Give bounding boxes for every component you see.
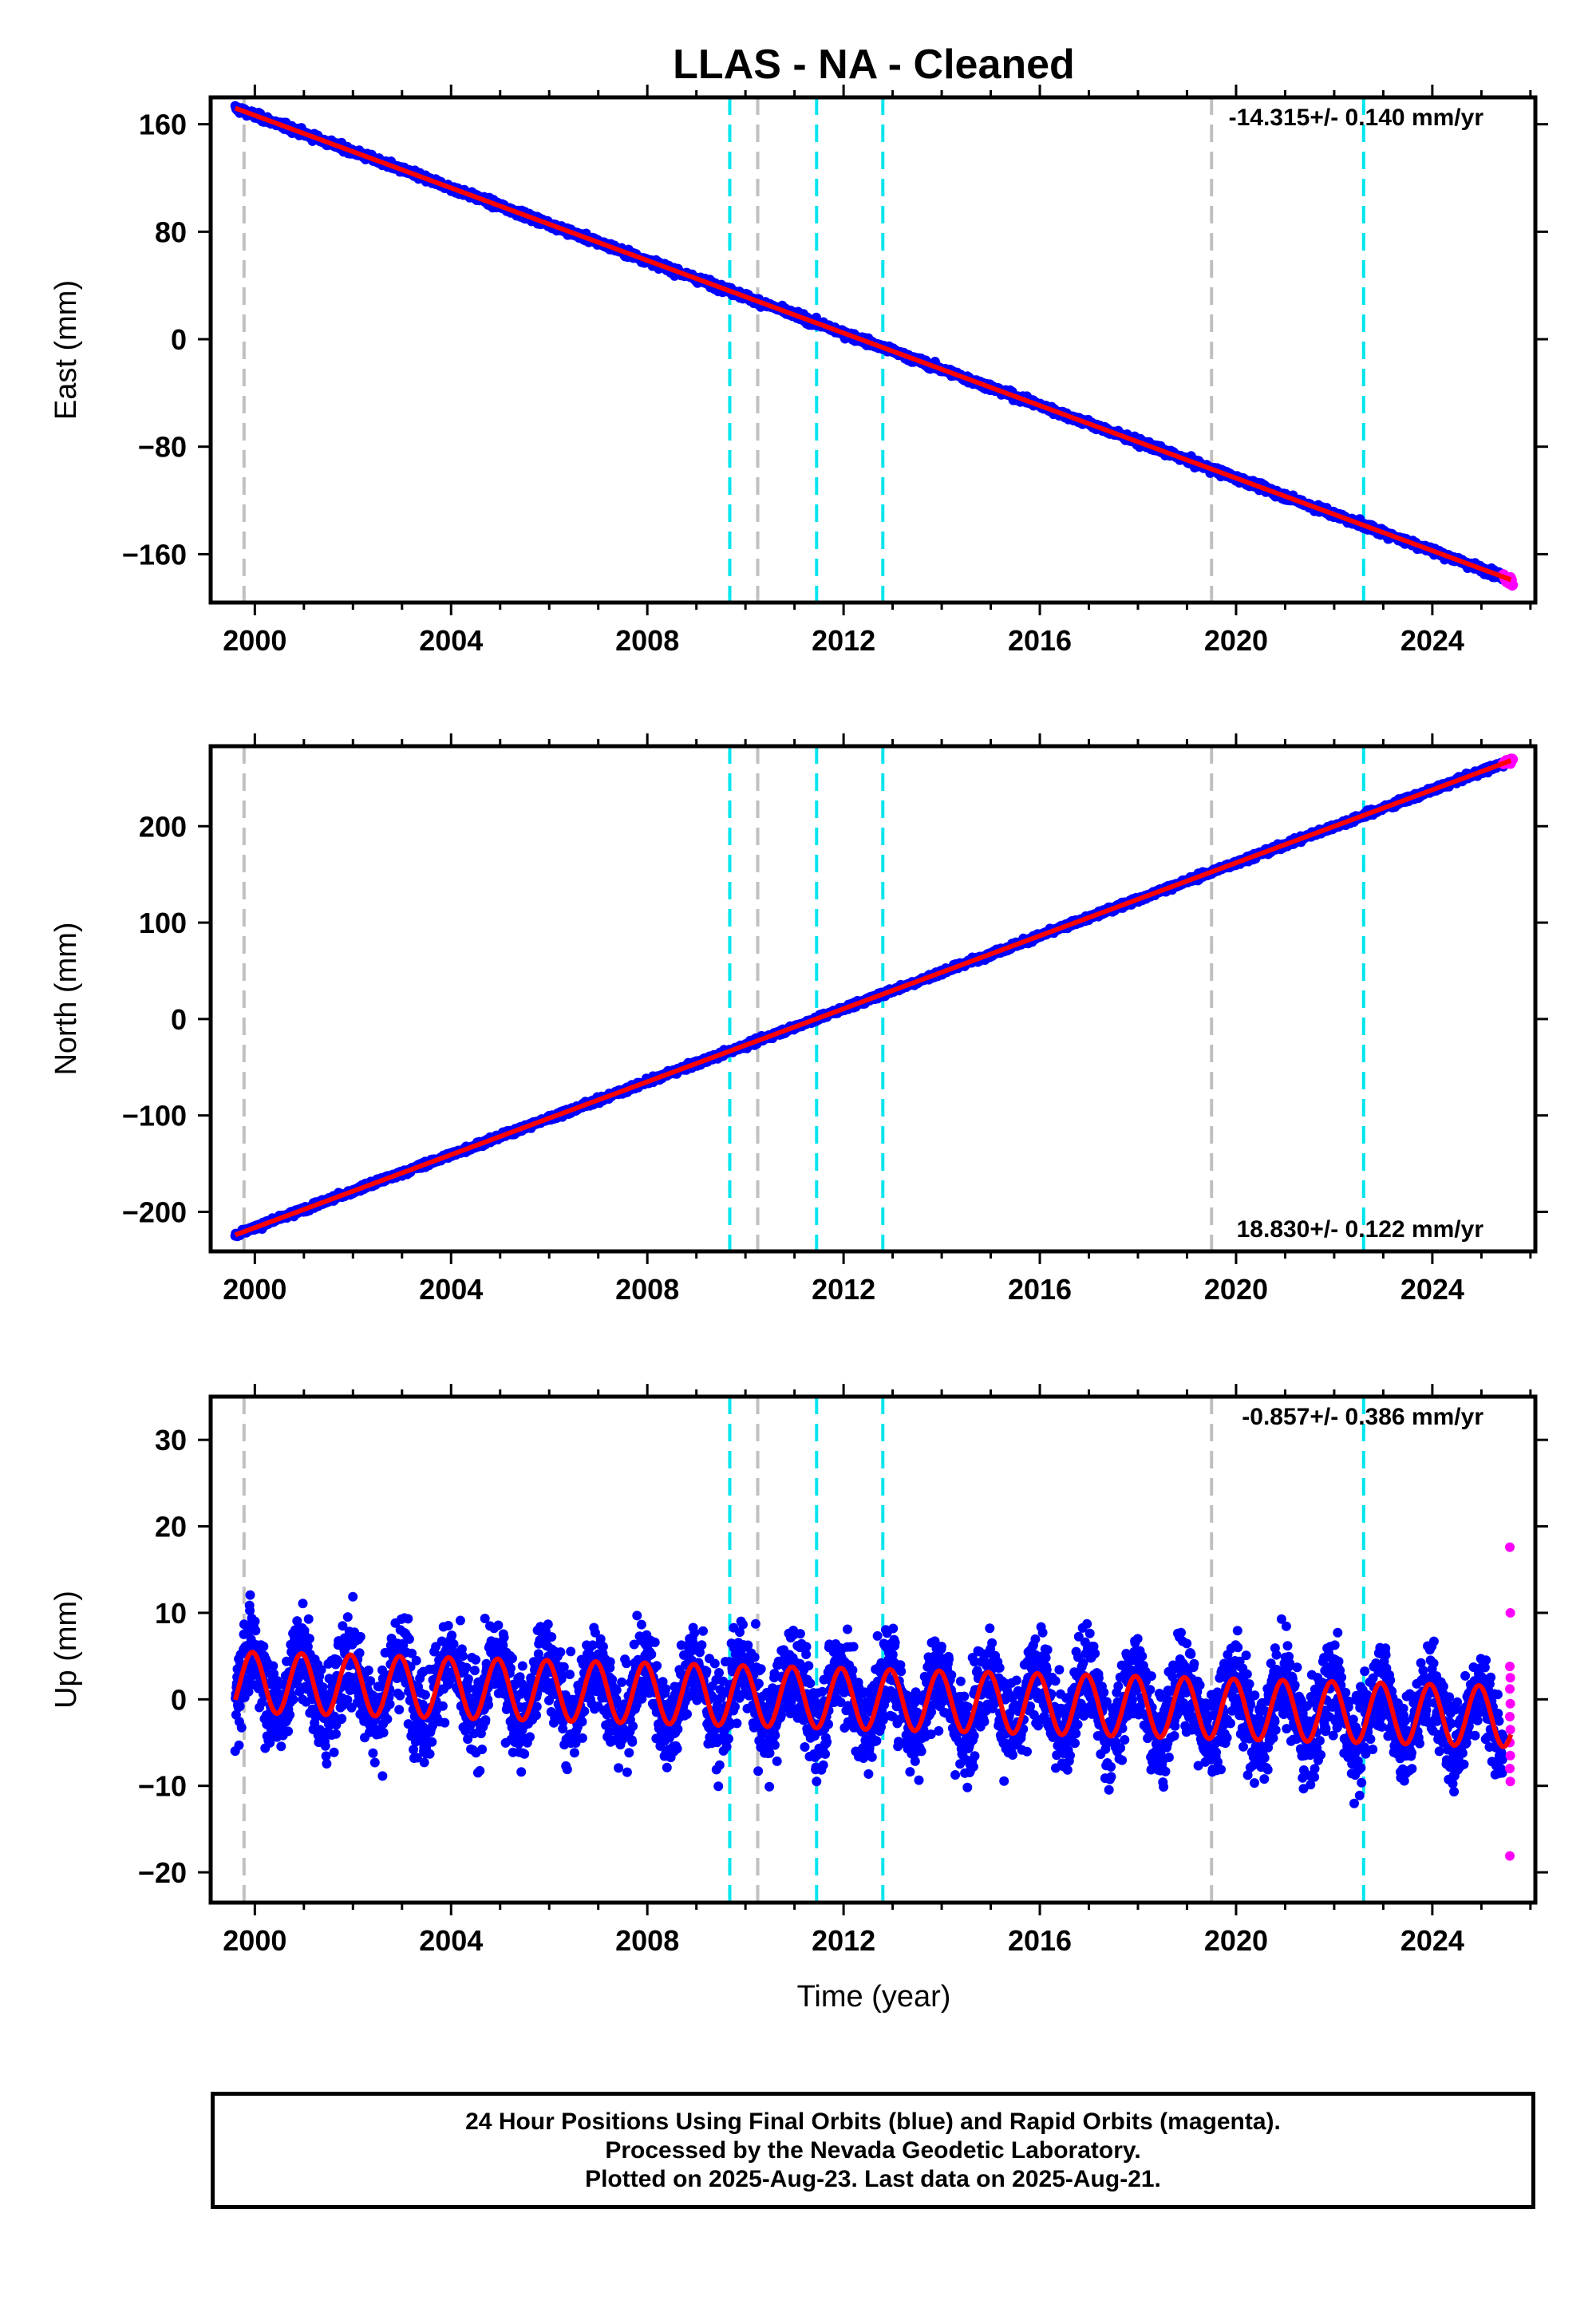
x-tick-label: 2020 — [1204, 624, 1268, 657]
y-tick-label: 0 — [171, 323, 187, 356]
rate-label: -14.315+/- 0.140 mm/yr — [1229, 105, 1484, 131]
y-tick-label: −80 — [138, 431, 187, 464]
y-tick-label: −160 — [122, 538, 187, 571]
model-line — [234, 105, 1512, 583]
x-tick-label: 2004 — [419, 624, 483, 657]
east-panel: 2000 2004 2008 2012 2016 2020 2024 160 80 0 −80 −16… — [49, 85, 1548, 657]
y-axis-label: East (mm) — [49, 280, 83, 420]
x-tick-label: 2024 — [1400, 624, 1464, 657]
x-tick-label: 2016 — [1008, 624, 1072, 657]
x-tick-label: 2012 — [812, 624, 875, 657]
x-tick-label: 2008 — [615, 624, 679, 657]
y-tick-label: 80 — [155, 215, 187, 248]
north-panel: 2000 2004 2008 2012 2016 2020 20242001000−100−… — [49, 733, 1548, 1306]
chart-title: LLAS - NA - Cleaned — [673, 41, 1075, 88]
y-tick-label: 160 — [139, 109, 187, 141]
x-tick-label: 2000 — [223, 624, 286, 657]
